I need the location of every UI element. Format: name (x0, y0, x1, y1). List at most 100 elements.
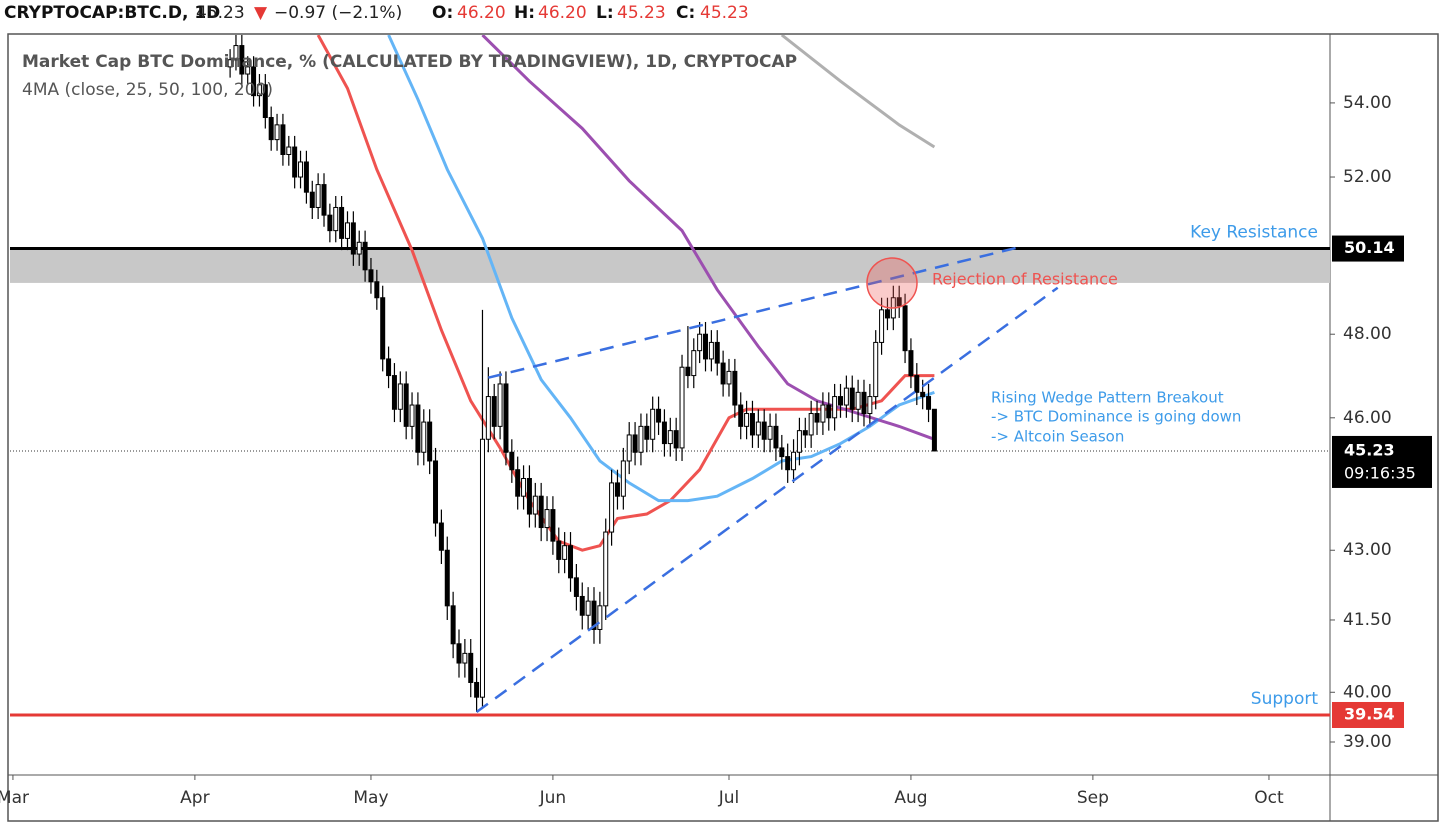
candle-body (391, 375, 397, 410)
candle-body (321, 184, 327, 216)
candle-body (485, 396, 491, 440)
candle-body (896, 297, 902, 307)
y-tick-label: 46.00 (1343, 408, 1392, 428)
candle-body (703, 333, 709, 360)
candle-body (820, 404, 826, 423)
candle-body (550, 509, 556, 542)
candle-body (286, 146, 292, 155)
candle-body (303, 161, 309, 193)
candle-body (861, 391, 867, 415)
candle-body (826, 404, 832, 419)
candle-body (251, 66, 257, 97)
candle-body (808, 413, 814, 436)
countdown: 09:16:35 (1344, 463, 1416, 482)
candle-body (855, 391, 861, 410)
candle-body (749, 413, 755, 436)
candle-body (256, 84, 262, 97)
candle-body (867, 396, 873, 415)
candle-body (644, 425, 650, 440)
candle-body (315, 184, 321, 208)
down-arrow: ▼ (254, 3, 268, 23)
candle-body (362, 241, 368, 271)
candle-body (521, 477, 527, 497)
candle-body (397, 383, 403, 410)
y-tick-label: 39.00 (1343, 732, 1392, 752)
annotation: Rejection of Resistance (932, 270, 1118, 289)
candle-body (239, 45, 245, 75)
candle-body (691, 350, 697, 377)
candle-body (920, 391, 926, 398)
candle-body (386, 358, 392, 377)
candle-body (914, 375, 920, 393)
candle-body (926, 396, 932, 410)
close: 45.23 (700, 3, 749, 23)
y-tick-label: 54.00 (1343, 93, 1392, 113)
close-label: C: (676, 3, 695, 23)
x-tick-label: Jun (539, 788, 567, 808)
candle-body (626, 434, 632, 462)
x-tick-label: Mar (0, 788, 29, 808)
candle-body (814, 413, 820, 423)
y-tick-label: 40.00 (1343, 682, 1392, 702)
candle-body (720, 362, 726, 385)
candle-body (444, 549, 450, 607)
candle-body (732, 370, 738, 406)
candle-body (609, 482, 615, 533)
candle-body (714, 341, 720, 364)
annotation: -> Altcoin Season (991, 428, 1124, 446)
last: 45.23 (196, 3, 245, 23)
y-tick-label: 48.00 (1343, 324, 1392, 344)
candle-body (333, 206, 339, 232)
candle-body (562, 545, 568, 560)
candle-body (503, 383, 509, 453)
candle-body (667, 430, 673, 445)
annotation: Rising Wedge Pattern Breakout (991, 389, 1224, 407)
candle-body (573, 577, 579, 597)
candle-body (415, 404, 421, 453)
x-tick-label: Aug (894, 788, 927, 808)
high-label: H: (514, 3, 535, 23)
candle-body (614, 482, 620, 497)
price-label-box (1332, 435, 1432, 488)
price-label: 45.23 (1344, 440, 1395, 459)
chart-subtitle: 4MA (close, 25, 50, 100, 200) (22, 80, 273, 100)
candle-body (755, 421, 761, 436)
candle-body (339, 206, 345, 239)
candle-body (568, 545, 574, 579)
candle-body (515, 469, 521, 497)
annotation: -> BTC Dominance is going down (991, 408, 1241, 426)
candle-body (227, 59, 233, 68)
candle-body (650, 408, 656, 440)
plot-area (10, 35, 1330, 717)
candle-body (879, 309, 885, 343)
candle-body (638, 425, 644, 453)
high: 46.20 (538, 3, 587, 23)
candle-body (403, 383, 409, 427)
candle-body (908, 350, 914, 377)
candle-body (708, 341, 714, 360)
candle-body (785, 456, 791, 471)
level-label: Support (1251, 689, 1319, 709)
candle-body (327, 214, 333, 232)
overlay: 39.00 40.00 41.50 43.00 46.00 48.00 52.00 54.00… (0, 93, 1432, 808)
candle-body (843, 387, 849, 406)
candle-body (344, 222, 350, 239)
x-tick-label: Jul (718, 788, 740, 808)
candle-body (274, 124, 280, 141)
price-label: 39.54 (1344, 704, 1395, 723)
candle-body (884, 309, 890, 319)
candle-body (380, 297, 386, 360)
low-label: L: (596, 3, 614, 23)
candle-body (591, 600, 597, 630)
price-label-box (1332, 235, 1404, 262)
chart-title: Market Cap BTC Dominance, % (CALCULATED … (22, 52, 797, 72)
candle-body (309, 191, 315, 208)
candle-body (931, 408, 937, 452)
candle-body (233, 45, 239, 61)
candle-body (738, 404, 744, 427)
candle-body (773, 425, 779, 449)
candle-body (902, 305, 908, 352)
candle-body (427, 421, 433, 462)
candle-body (685, 366, 691, 377)
candle-body (409, 404, 415, 427)
